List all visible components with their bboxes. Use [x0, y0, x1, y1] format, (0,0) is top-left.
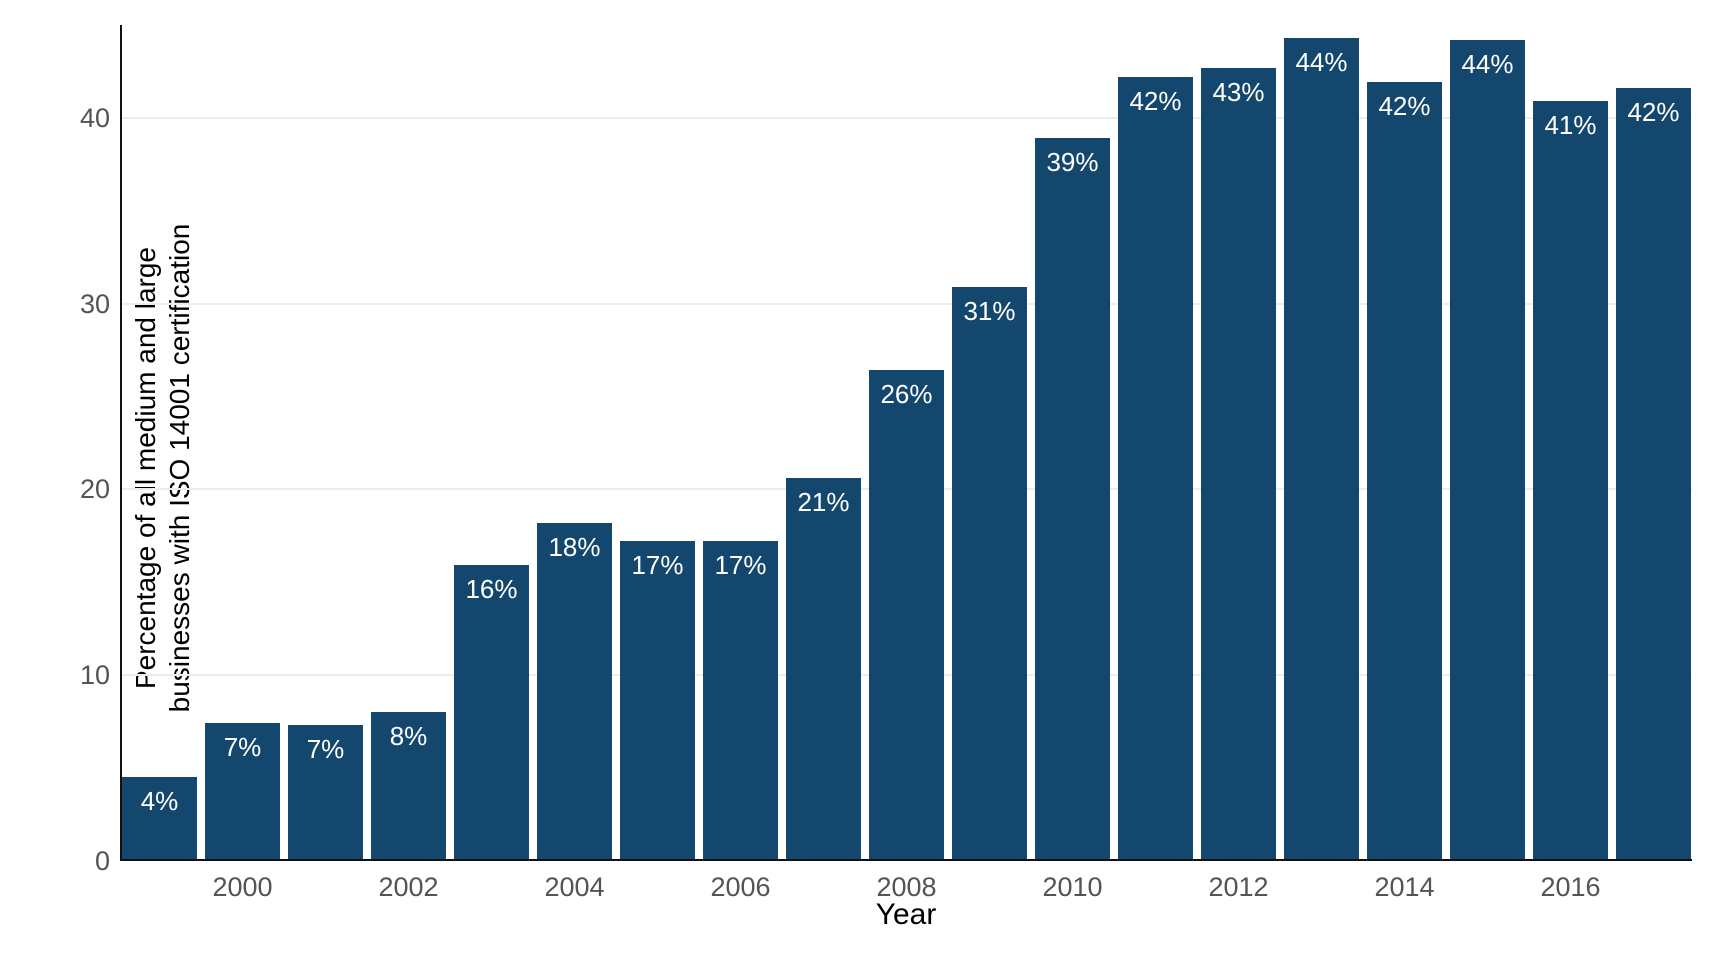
bar-value-label-1999: 4%	[140, 786, 179, 817]
bar-value-label-2015: 44%	[1461, 48, 1514, 79]
bar-1999: 4%	[122, 777, 197, 859]
bar-value-label-2008: 26%	[880, 379, 933, 410]
bar-value-label-2006: 17%	[714, 550, 767, 581]
bar-2013: 44%	[1284, 37, 1359, 859]
x-axis-title: Year	[875, 898, 937, 931]
bar-value-label-2000: 7%	[223, 732, 262, 763]
bar-value-label-2007: 21%	[797, 487, 850, 518]
bar-2002: 8%	[371, 712, 446, 859]
bar-value-label-2002: 8%	[389, 721, 428, 752]
x-tick-label-2012: 2012	[1208, 872, 1269, 902]
y-tick-label-0: 0	[94, 846, 110, 876]
bar-2007: 21%	[786, 478, 861, 859]
bar-2008: 26%	[869, 370, 944, 859]
bar-2005: 17%	[620, 541, 695, 859]
bar-value-label-2012: 43%	[1212, 76, 1265, 107]
bar-2015: 44%	[1450, 39, 1525, 859]
x-tick-label-2014: 2014	[1374, 872, 1435, 902]
bar-value-label-2001: 7%	[306, 734, 345, 765]
y-tick-label-30: 30	[79, 288, 110, 319]
gridline-30	[122, 302, 1692, 305]
bar-value-label-2017: 42%	[1627, 97, 1680, 128]
bar-2006: 17%	[703, 541, 778, 859]
bar-2014: 42%	[1367, 82, 1442, 859]
x-tick-label-2004: 2004	[544, 872, 605, 902]
bar-value-label-2014: 42%	[1378, 91, 1431, 122]
bar-value-label-2016: 41%	[1544, 110, 1597, 141]
y-tick-label-40: 40	[79, 102, 110, 133]
bar-value-label-2013: 44%	[1295, 46, 1348, 77]
bar-2009: 31%	[952, 286, 1027, 859]
bar-value-label-2004: 18%	[548, 531, 601, 562]
x-tick-label-2008: 2008	[876, 872, 937, 902]
x-tick-label-2002: 2002	[378, 872, 439, 902]
bar-2000: 7%	[205, 723, 280, 859]
x-tick-label-2016: 2016	[1540, 872, 1601, 902]
bar-value-label-2003: 16%	[465, 574, 518, 605]
y-axis-title-line-2: businesses with ISO 14001 certification	[164, 223, 195, 713]
y-tick-label-10: 10	[79, 660, 110, 691]
bar-2003: 16%	[454, 565, 529, 859]
y-tick-label-20: 20	[79, 474, 110, 505]
bar-value-label-2010: 39%	[1046, 147, 1099, 178]
bar-2017: 42%	[1616, 88, 1691, 859]
x-tick-label-2000: 2000	[212, 872, 273, 902]
bar-2016: 41%	[1533, 101, 1608, 859]
plot-area: Percentage of all medium and large busin…	[80, 25, 1692, 902]
bar-2001: 7%	[288, 725, 363, 859]
bar-2010: 39%	[1035, 138, 1110, 859]
gridline-40	[122, 116, 1692, 119]
y-axis-title-line-1: Percentage of all medium and large	[130, 246, 161, 690]
y-axis-title: Percentage of all medium and large busin…	[129, 50, 197, 886]
x-tick-label-2010: 2010	[1042, 872, 1103, 902]
bar-value-label-2011: 42%	[1129, 85, 1182, 116]
bar-2004: 18%	[537, 522, 612, 859]
x-tick-label-2006: 2006	[710, 872, 771, 902]
bar-value-label-2005: 17%	[631, 550, 684, 581]
bar-value-label-2009: 31%	[963, 295, 1016, 326]
bar-2012: 43%	[1201, 67, 1276, 859]
bar-2011: 42%	[1118, 76, 1193, 859]
